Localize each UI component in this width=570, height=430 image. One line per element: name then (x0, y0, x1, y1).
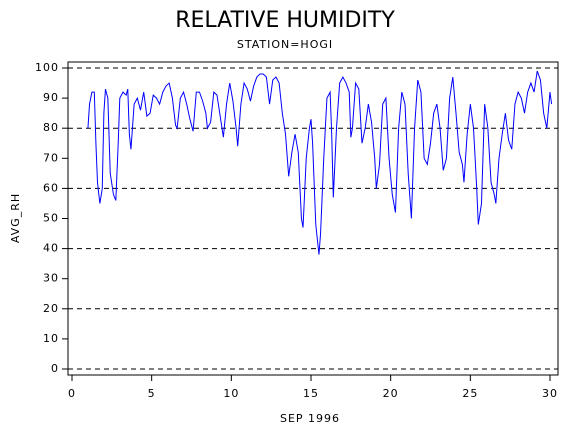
x-tick-label: 20 (383, 387, 399, 400)
y-tick-label: 90 (43, 91, 59, 104)
y-tick-label: 100 (35, 61, 59, 74)
x-tick-label: 10 (223, 387, 239, 400)
rh-line (87, 70, 553, 255)
chart-subtitle: STATION=HOGI (237, 38, 333, 51)
x-axis-label: SEP 1996 (280, 412, 340, 425)
y-tick-label: 30 (43, 272, 59, 285)
x-tick-label: 25 (462, 387, 478, 400)
x-tick-label: 30 (542, 387, 558, 400)
y-tick-label: 0 (51, 362, 59, 375)
y-tick-label: 60 (43, 181, 59, 194)
chart-title: RELATIVE HUMIDITY (175, 8, 395, 33)
x-tick-label: 15 (303, 387, 319, 400)
y-tick-label: 70 (43, 151, 59, 164)
y-axis-label: AVG_RH (9, 193, 22, 243)
y-tick-label: 10 (43, 332, 59, 345)
y-tick-label: 80 (43, 121, 59, 134)
y-tick-label: 40 (43, 242, 59, 255)
x-tick-label: 0 (68, 387, 76, 400)
y-tick-label: 50 (43, 212, 59, 225)
y-tick-label: 20 (43, 302, 59, 315)
x-tick-label: 5 (148, 387, 156, 400)
